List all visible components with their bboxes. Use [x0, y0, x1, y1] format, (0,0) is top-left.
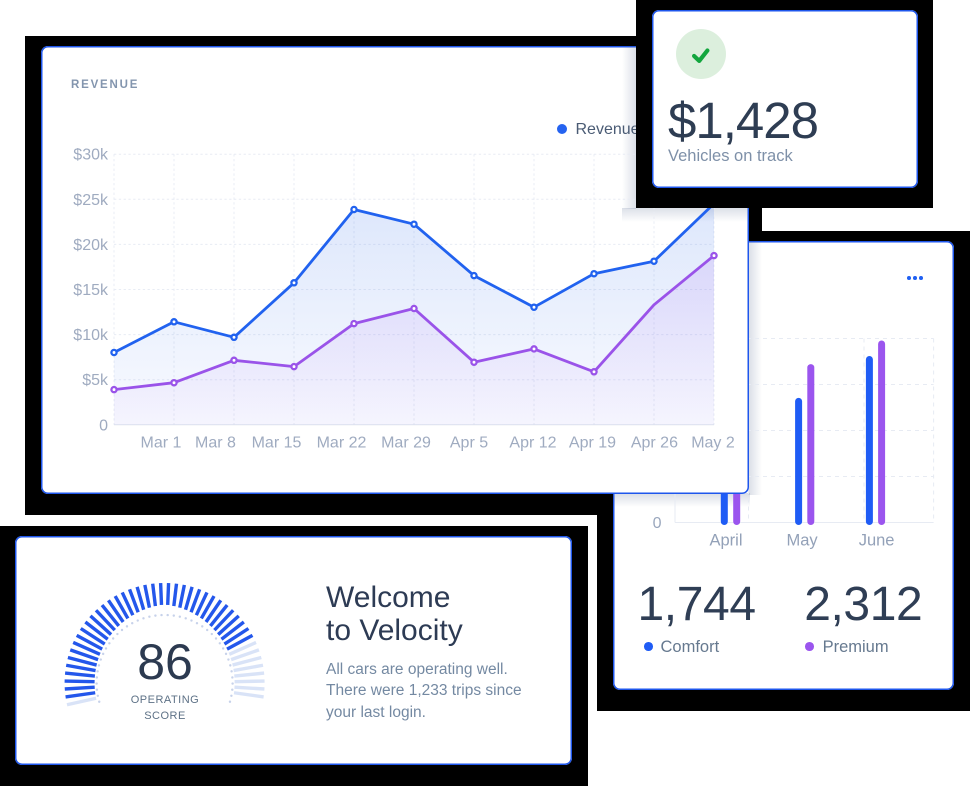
- svg-text:$15k: $15k: [73, 282, 109, 299]
- svg-text:Apr 5: Apr 5: [450, 434, 488, 451]
- svg-text:May 2: May 2: [691, 434, 735, 451]
- svg-text:Mar 1: Mar 1: [141, 434, 182, 451]
- svg-text:$10k: $10k: [73, 327, 109, 344]
- svg-text:May: May: [787, 532, 819, 550]
- svg-text:$30k: $30k: [73, 146, 109, 163]
- svg-text:0: 0: [99, 417, 108, 434]
- svg-text:0: 0: [653, 515, 662, 532]
- svg-text:Mar 15: Mar 15: [252, 434, 302, 451]
- svg-text:Mar 8: Mar 8: [195, 434, 236, 451]
- svg-text:Mar 29: Mar 29: [381, 434, 431, 451]
- svg-text:June: June: [859, 532, 895, 550]
- svg-text:April: April: [709, 532, 742, 550]
- svg-text:$5k: $5k: [82, 372, 109, 389]
- svg-text:$25k: $25k: [73, 191, 109, 208]
- svg-text:Apr 26: Apr 26: [631, 434, 678, 451]
- svg-text:Mar 22: Mar 22: [317, 434, 367, 451]
- svg-text:$20k: $20k: [73, 236, 109, 253]
- svg-text:Apr 19: Apr 19: [569, 434, 616, 451]
- svg-text:Apr 12: Apr 12: [509, 434, 556, 451]
